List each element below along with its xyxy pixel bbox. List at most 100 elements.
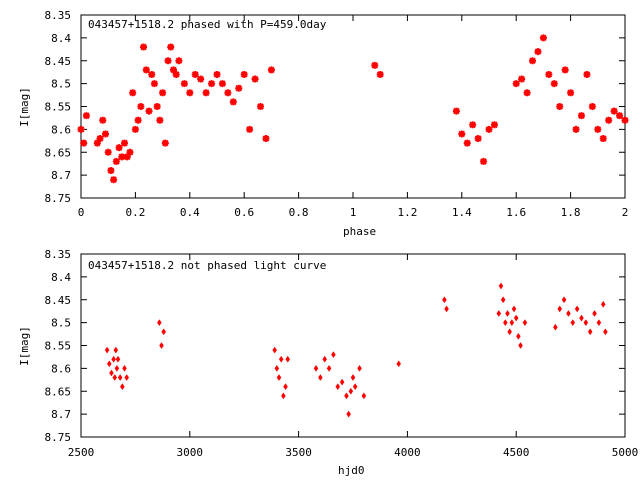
data-point xyxy=(534,48,542,56)
x-tick-label: 0 xyxy=(78,206,85,219)
data-point xyxy=(361,392,367,400)
data-point xyxy=(285,355,291,363)
y-tick-label: 8.65 xyxy=(45,146,72,159)
axis-ticks xyxy=(80,253,626,438)
x-tick-label: 0.4 xyxy=(180,206,200,219)
data-point xyxy=(99,116,107,124)
data-point xyxy=(523,89,531,97)
data-point xyxy=(126,148,134,156)
data-point xyxy=(507,328,512,336)
x-tick-label: 1 xyxy=(350,206,357,219)
data-point xyxy=(145,107,153,115)
data-point xyxy=(322,355,328,363)
data-point xyxy=(326,364,332,372)
data-point xyxy=(561,66,569,74)
data-point xyxy=(224,89,232,97)
data-point xyxy=(283,383,288,391)
data-point xyxy=(115,144,123,152)
data-point xyxy=(104,148,112,156)
y-tick-label: 8.7 xyxy=(51,408,71,421)
data-point xyxy=(281,392,286,400)
data-points xyxy=(77,34,629,184)
data-point xyxy=(112,374,118,381)
data-point xyxy=(545,70,553,78)
x-tick-label: 2500 xyxy=(68,446,95,459)
data-point xyxy=(610,107,618,115)
data-point xyxy=(463,139,471,147)
data-point xyxy=(553,323,558,331)
data-point xyxy=(272,346,277,354)
data-point xyxy=(505,310,510,317)
data-point xyxy=(511,305,517,313)
data-point xyxy=(348,387,354,395)
data-point xyxy=(587,328,593,336)
data-point xyxy=(120,383,125,391)
data-point xyxy=(197,75,205,83)
data-point xyxy=(109,369,114,377)
data-point xyxy=(180,80,188,88)
data-point xyxy=(82,112,90,120)
y-tick-label: 8.75 xyxy=(45,192,72,205)
data-point xyxy=(512,80,520,88)
data-point xyxy=(134,116,142,124)
phased-light-curve-panel: 8.35 8.4 8.45 8.5 8.55 8.6 8.65 8.7 8.75 0 0.2 0.4… xyxy=(18,9,629,238)
data-point xyxy=(122,364,127,372)
x-tick-label: 0.8 xyxy=(289,206,309,219)
data-point xyxy=(142,66,150,74)
data-point xyxy=(376,70,384,78)
data-point xyxy=(444,305,449,313)
x-axis-label: hjd0 xyxy=(338,464,365,477)
data-point xyxy=(208,80,216,88)
data-point xyxy=(101,130,109,138)
data-point xyxy=(344,392,349,400)
data-point xyxy=(106,360,112,368)
data-point xyxy=(246,125,254,133)
data-point xyxy=(496,310,502,317)
data-point xyxy=(518,75,526,83)
data-point xyxy=(557,305,563,313)
data-point xyxy=(599,135,607,143)
data-point xyxy=(157,319,162,327)
data-point xyxy=(150,80,158,88)
data-point xyxy=(583,70,591,78)
data-point xyxy=(159,89,167,97)
y-tick-label: 8.5 xyxy=(51,78,71,91)
y-tick-label: 8.35 xyxy=(45,9,72,22)
data-point xyxy=(213,70,221,78)
y-tick-label: 8.45 xyxy=(45,55,72,68)
data-point xyxy=(594,125,602,133)
data-point xyxy=(357,364,362,372)
y-tick-label: 8.65 xyxy=(45,385,72,398)
y-axis-label: I[mag] xyxy=(18,87,31,127)
data-point xyxy=(498,282,504,290)
y-tick-label: 8.4 xyxy=(51,271,71,284)
data-point xyxy=(596,319,602,327)
data-point xyxy=(313,364,319,372)
data-point xyxy=(588,103,596,110)
data-point xyxy=(202,89,210,97)
x-tick-labels: 2500 3000 3500 4000 4500 5000 xyxy=(68,446,639,459)
data-point xyxy=(137,103,145,110)
data-point xyxy=(96,135,104,143)
data-point xyxy=(516,332,521,340)
data-point xyxy=(561,296,567,304)
data-point xyxy=(110,176,118,184)
data-points xyxy=(104,282,608,418)
data-point xyxy=(140,43,148,51)
data-point xyxy=(458,130,466,138)
y-tick-label: 8.75 xyxy=(45,431,72,444)
data-point xyxy=(276,374,282,381)
y-tick-label: 8.4 xyxy=(51,32,71,45)
data-point xyxy=(93,139,101,147)
data-point xyxy=(77,125,85,133)
data-point xyxy=(107,167,115,175)
x-tick-label: 4000 xyxy=(394,446,421,459)
data-point xyxy=(129,89,137,97)
data-point xyxy=(352,383,358,391)
data-point xyxy=(566,310,571,317)
data-point xyxy=(172,70,180,78)
x-tick-label: 0.6 xyxy=(234,206,254,219)
unphased-light-curve-panel: 8.35 8.4 8.45 8.5 8.55 8.6 8.65 8.7 8.75 2500 300… xyxy=(18,248,638,477)
data-point xyxy=(592,310,597,317)
